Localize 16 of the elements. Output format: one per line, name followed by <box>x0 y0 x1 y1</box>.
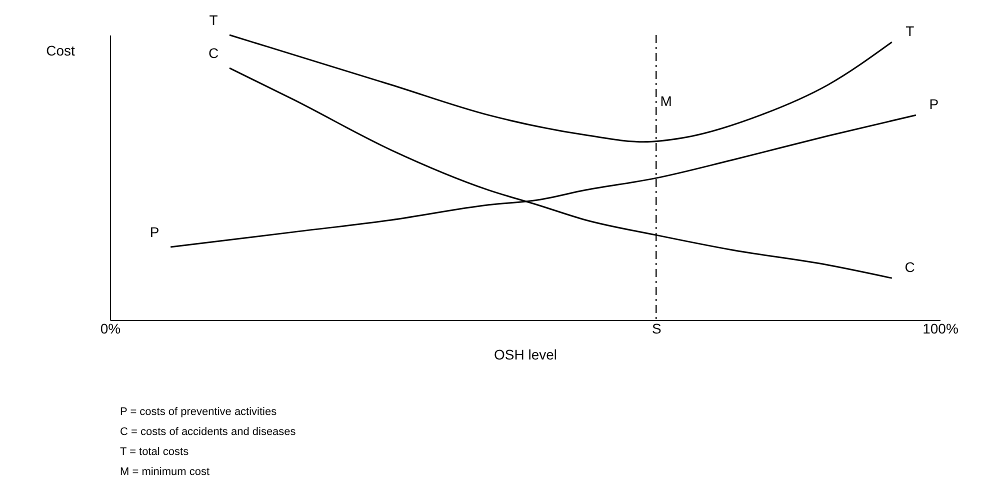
text: M = minimum cost <box>120 466 210 478</box>
x-axis-title: OSH level <box>494 346 558 362</box>
y-axis-title: Cost <box>46 42 75 58</box>
text: C <box>904 259 915 276</box>
text: C = costs of accidents and diseases <box>120 426 296 438</box>
annotation: M <box>660 92 672 109</box>
x-tick-label: 0% <box>100 320 121 336</box>
series-label: T <box>209 12 218 28</box>
series-label: P <box>150 224 160 240</box>
text: T <box>906 23 914 40</box>
series-label: C <box>208 45 219 62</box>
text: P = costs of preventive activities <box>120 406 278 418</box>
x-tick-label: 100% <box>922 320 958 336</box>
x-tick-label: S <box>652 320 662 336</box>
text: P <box>929 96 939 112</box>
text: T = total costs <box>120 446 190 458</box>
